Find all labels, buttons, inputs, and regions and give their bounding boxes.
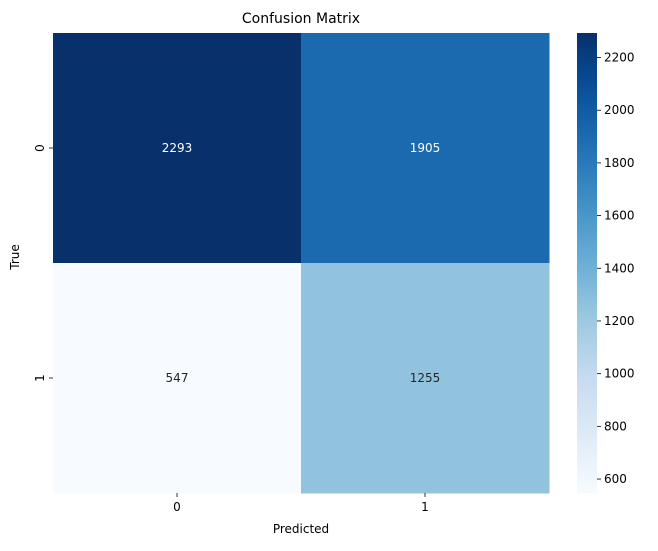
colorbar-tick-label-6: 1800 xyxy=(604,156,635,170)
heatmap-cell-1-0 xyxy=(53,263,302,494)
heatmap-cell-0-1 xyxy=(301,33,550,264)
heatmap-cell-1-1 xyxy=(301,263,550,494)
cell-annotations: 2293 1905 547 1255 xyxy=(162,141,441,385)
cell-annotation-1-1: 1255 xyxy=(410,371,441,385)
x-axis-label: Predicted xyxy=(273,522,329,536)
cell-annotation-0-0: 2293 xyxy=(162,141,193,155)
colorbar xyxy=(577,33,597,493)
cell-annotation-1-0: 547 xyxy=(166,371,189,385)
colorbar-tick-label-3: 1200 xyxy=(604,314,635,328)
colorbar-tick-label-4: 1400 xyxy=(604,261,635,275)
colorbar-tick-label-7: 2000 xyxy=(604,103,635,117)
y-axis-ticks: 01 xyxy=(33,144,53,382)
heatmap-cell-0-0 xyxy=(53,33,302,264)
colorbar-tick-label-8: 2200 xyxy=(604,51,635,65)
colorbar-ticks: 600 800 1000 1200 1400 1600 1800 2000 2200 xyxy=(597,51,635,486)
heatmap-cells xyxy=(53,33,550,494)
y-axis-label: True xyxy=(8,244,22,271)
x-tick-label-0: 0 xyxy=(173,500,181,514)
colorbar-tick-label-0: 600 xyxy=(604,472,627,486)
colorbar-tick-label-2: 1000 xyxy=(604,367,635,381)
colorbar-tick-label-1: 800 xyxy=(604,419,627,433)
x-tick-label-1: 1 xyxy=(421,500,429,514)
y-tick-label-1: 1 xyxy=(33,374,47,382)
y-tick-label-0: 0 xyxy=(33,144,47,152)
chart-title: Confusion Matrix xyxy=(242,11,360,27)
colorbar-tick-label-5: 1600 xyxy=(604,209,635,223)
cell-annotation-0-1: 1905 xyxy=(410,141,441,155)
